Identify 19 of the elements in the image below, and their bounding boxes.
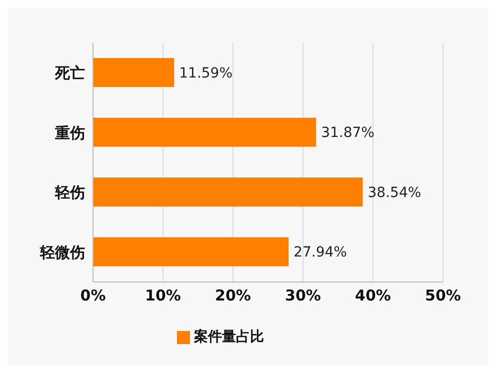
x-tick-label: 40% <box>355 286 391 305</box>
data-label: 31.87% <box>321 125 374 142</box>
bar <box>93 178 363 206</box>
bar <box>93 118 316 147</box>
y-tick-label: 轻微伤 <box>39 243 85 262</box>
data-label: 38.54% <box>368 184 422 201</box>
x-tick-label: 20% <box>215 286 251 305</box>
x-tick-label: 50% <box>425 286 461 305</box>
x-tick-label: 30% <box>285 286 321 305</box>
data-label: 11.59% <box>179 65 233 82</box>
x-tick-label: 0% <box>80 286 106 305</box>
bar <box>93 58 174 87</box>
legend-label: 案件量占比 <box>194 329 264 345</box>
bar <box>93 237 289 266</box>
x-tick-label: 10% <box>145 286 181 305</box>
y-tick-label: 轻伤 <box>54 184 85 202</box>
data-label: 27.94% <box>294 244 347 261</box>
y-tick-label: 重伤 <box>54 124 85 142</box>
y-tick-label: 死亡 <box>54 64 85 82</box>
